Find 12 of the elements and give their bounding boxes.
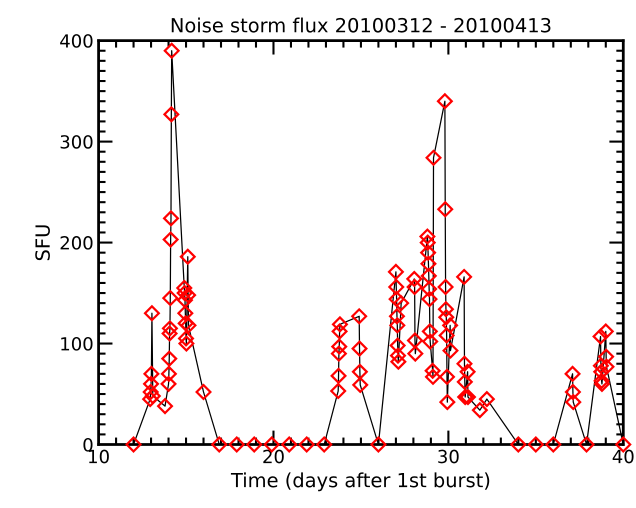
- y-tick-label: 0: [83, 438, 93, 452]
- x-tick-label: 20: [263, 450, 284, 464]
- y-tick-label: 400: [60, 34, 93, 48]
- chart-title: Noise storm flux 20100312 - 20100413: [172, 18, 550, 33]
- x-tick-label: 10: [89, 450, 109, 464]
- x-axis-title: Time (days after 1st burst): [230, 472, 490, 492]
- y-tick-label: 200: [60, 236, 93, 250]
- y-tick-label: 300: [60, 135, 93, 149]
- x-tick-label: 30: [438, 450, 459, 464]
- x-tick-label: 40: [612, 450, 634, 464]
- y-tick-label: 100: [61, 336, 93, 351]
- y-axis-title: SFU: [35, 225, 50, 260]
